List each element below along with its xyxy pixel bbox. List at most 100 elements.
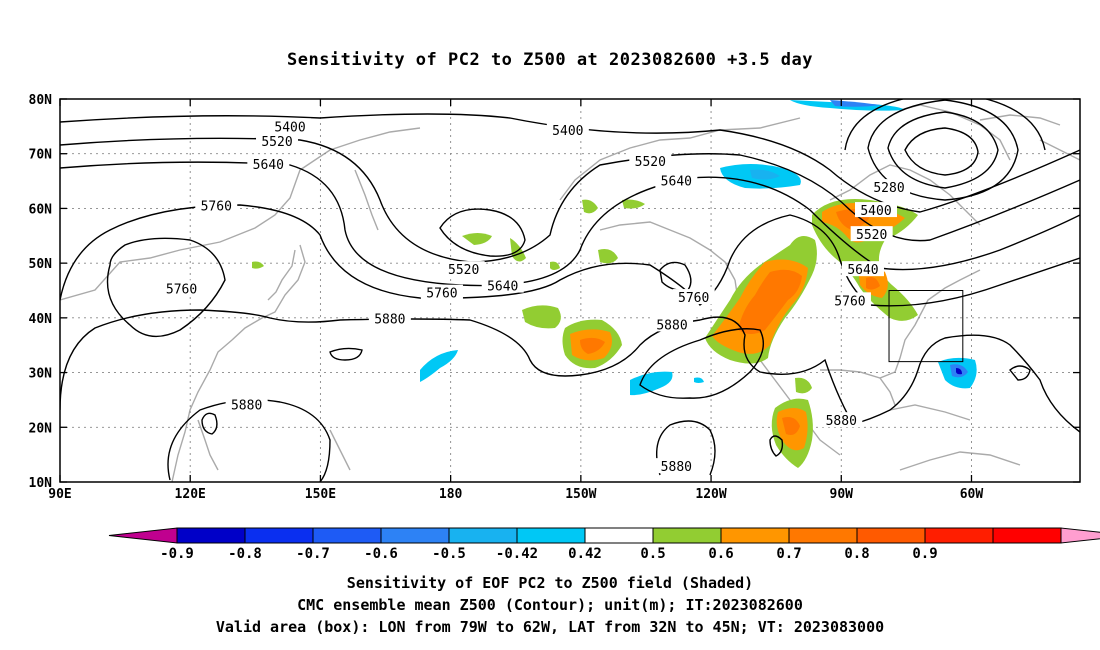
contour-label-bg [672,289,715,305]
colorbar: -0.9 -0.8 -0.7 -0.6 -0.5 -0.42 0.42 0.5 0.6 0.7 0.… [108,527,1100,562]
figure-title: Sensitivity of PC2 to Z500 at 2023082600… [286,50,813,70]
contour-label: 5520 [635,155,666,170]
contour-label: 5640 [847,263,878,278]
contour-label: 5880 [826,414,857,429]
colorbar-segment [244,527,314,544]
contour-label-bg [820,412,863,428]
lon-tick-label: 120W [695,487,726,502]
lat-tick-label: 60N [29,202,53,217]
colorbar-segment [924,527,994,544]
colorbar-label: -0.9 [160,546,194,562]
lon-tick-label: 180 [439,487,463,502]
contour-label-bg [841,261,884,277]
valid-area-box [888,290,964,363]
contour-label-bg [256,133,299,149]
contour-label: 5400 [274,120,305,135]
contour-label: 5520 [448,263,479,278]
lat-tick-label: 40N [29,312,53,327]
colorbar-segment [584,527,654,544]
contour-label-bg [651,316,693,332]
contour-label-bg [420,284,463,300]
contour-label-bg [368,310,411,326]
colorbar-label: 0.8 [844,546,869,562]
contour-label: 5760 [678,291,709,306]
contour-label-bg [442,261,485,277]
contour-label-bg [269,118,312,134]
contour-label: 5520 [856,228,887,243]
lat-tick-label: 20N [29,421,53,436]
contour-label-bg [160,280,203,296]
contour-label-bg [828,292,871,308]
colorbar-segment [720,527,790,544]
contour-label: 5640 [661,175,692,190]
contour-label: 5400 [860,204,891,219]
lat-tick-label: 10N [29,476,53,491]
contour-label: 5880 [656,318,687,333]
colorbar-segment [856,527,926,544]
lat-tick-label: 70N [29,148,53,163]
colorbar-label: -0.7 [296,546,330,562]
contour-label: 5640 [487,280,518,295]
contour-label: 5280 [873,181,904,196]
lon-tick-label: 120E [175,487,206,502]
coastlines [60,104,1080,482]
colorbar-segment [448,527,518,544]
colorbar-segment [516,527,586,544]
colorbar-label: 0.5 [640,546,665,562]
lon-tick-label: 90W [830,487,854,502]
colorbar-low-triangle [108,527,178,544]
contour-label: 5400 [552,124,583,139]
map-frame [59,98,1081,483]
z500-contours [60,99,1080,482]
contour-label-bg [247,156,290,172]
contour-label: 5760 [834,294,865,309]
colorbar-label: 0.42 [568,546,602,562]
lat-tick-label: 50N [29,257,53,272]
contour-label-bg [868,179,911,195]
contour-label: 5880 [374,312,405,327]
contour-label-bg [546,122,589,138]
colorbar-segment [380,527,450,544]
lat-tick-label: 30N [29,367,53,382]
lon-tick-label: 60W [960,487,984,502]
sensitivity-shading [252,100,977,468]
contour-label-bg [655,172,698,188]
lat-tick-label: 80N [29,93,53,108]
colorbar-label: -0.5 [432,546,466,562]
colorbar-segment [788,527,858,544]
colorbar-label: 0.6 [708,546,733,562]
contour-label: 5880 [661,460,692,475]
contour-label-bg [629,152,672,168]
colorbar-label: -0.42 [496,546,538,562]
colorbar-label: 0.7 [776,546,801,562]
colorbar-segment [992,527,1062,544]
contour-label-bg [225,396,268,412]
contour-label-bg [195,197,238,213]
colorbar-label: -0.8 [228,546,262,562]
contour-label: 5760 [166,282,197,297]
colorbar-high-triangle [1060,527,1100,544]
contour-label: 5880 [231,398,262,413]
colorbar-label: -0.6 [364,546,398,562]
contour-labels: 5400 540054005520552055205520564056405640… [160,118,911,475]
lon-tick-label: 90E [48,487,71,502]
caption-line-1: Sensitivity of EOF PC2 to Z500 field (Sh… [346,574,754,592]
colorbar-segment [312,527,382,544]
lon-tick-label: 150W [565,487,596,502]
contour-label-bg [855,202,897,218]
caption-line-3: Valid area (box): LON from 79W to 62W, L… [215,618,885,636]
contour-label: 5640 [253,158,284,173]
colorbar-label: 0.9 [912,546,937,562]
colorbar-segment [652,527,722,544]
colorbar-segment [176,527,246,544]
contour-label-bg [481,277,524,293]
contour-label-bg [655,458,698,474]
caption-line-2: CMC ensemble mean Z500 (Contour); unit(m… [297,596,803,614]
lon-tick-label: 150E [305,487,336,502]
contour-label: 5760 [201,200,232,215]
contour-label: 5760 [426,287,457,302]
contour-label-bg [850,226,893,242]
